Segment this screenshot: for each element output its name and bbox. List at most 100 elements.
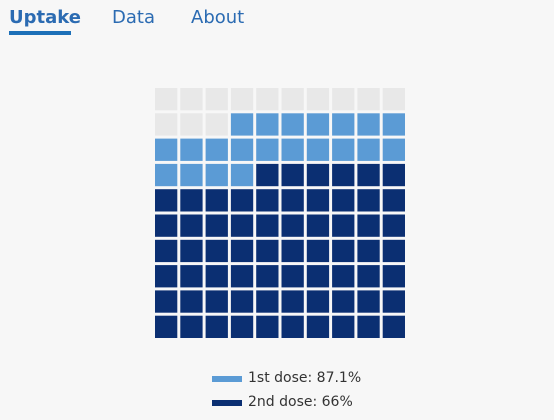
waffle-cell-second-dose <box>256 189 278 211</box>
waffle-cell-second-dose <box>206 265 228 287</box>
waffle-cell-second-dose <box>180 215 202 237</box>
legend-label-second-dose: 2nd dose: 66% <box>248 390 353 414</box>
waffle-cell-second-dose <box>256 215 278 237</box>
waffle-cell-second-dose <box>231 316 253 338</box>
waffle-cell-first-dose <box>282 113 304 135</box>
waffle-cell-second-dose <box>357 215 379 237</box>
waffle-cell-empty <box>231 88 253 110</box>
waffle-cell-second-dose <box>231 215 253 237</box>
waffle-cell-first-dose <box>332 139 354 161</box>
waffle-cell-second-dose <box>206 189 228 211</box>
legend-item-first-dose: 1st dose: 87.1% <box>212 366 432 390</box>
waffle-cell-second-dose <box>180 265 202 287</box>
waffle-cell-first-dose <box>307 113 329 135</box>
waffle-cell-second-dose <box>231 189 253 211</box>
waffle-cell-second-dose <box>206 316 228 338</box>
waffle-cell-first-dose <box>383 113 405 135</box>
waffle-cell-empty <box>155 113 177 135</box>
waffle-cell-second-dose <box>307 290 329 312</box>
waffle-cell-second-dose <box>231 265 253 287</box>
waffle-cell-second-dose <box>256 164 278 186</box>
legend-swatch-first-dose <box>212 376 242 382</box>
waffle-cell-second-dose <box>383 240 405 262</box>
waffle-cell-first-dose <box>180 139 202 161</box>
tab-uptake[interactable]: Uptake <box>9 5 81 31</box>
waffle-cell-second-dose <box>307 215 329 237</box>
waffle-cell-second-dose <box>206 215 228 237</box>
waffle-cell-second-dose <box>155 316 177 338</box>
waffle-cell-second-dose <box>282 316 304 338</box>
waffle-cell-second-dose <box>357 240 379 262</box>
waffle-cell-second-dose <box>332 215 354 237</box>
waffle-cell-first-dose <box>332 113 354 135</box>
waffle-chart <box>155 88 408 341</box>
tab-about[interactable]: About <box>191 5 244 31</box>
waffle-cell-second-dose <box>383 316 405 338</box>
tab-data[interactable]: Data <box>112 5 155 31</box>
chart-legend: 1st dose: 87.1% 2nd dose: 66% <box>212 366 432 414</box>
waffle-cell-second-dose <box>282 290 304 312</box>
waffle-cell-second-dose <box>282 240 304 262</box>
active-tab-indicator <box>9 31 71 35</box>
waffle-cell-empty <box>155 88 177 110</box>
waffle-cell-second-dose <box>307 240 329 262</box>
waffle-cell-second-dose <box>256 290 278 312</box>
waffle-cell-empty <box>206 113 228 135</box>
waffle-cell-first-dose <box>180 164 202 186</box>
legend-item-second-dose: 2nd dose: 66% <box>212 390 432 414</box>
waffle-cell-empty <box>383 88 405 110</box>
waffle-cell-first-dose <box>383 139 405 161</box>
waffle-cell-second-dose <box>155 265 177 287</box>
waffle-cell-empty <box>180 113 202 135</box>
waffle-cell-second-dose <box>332 290 354 312</box>
waffle-cell-second-dose <box>206 290 228 312</box>
waffle-cell-second-dose <box>357 164 379 186</box>
waffle-cell-second-dose <box>332 316 354 338</box>
waffle-cell-second-dose <box>155 240 177 262</box>
waffle-cell-second-dose <box>357 316 379 338</box>
waffle-cell-second-dose <box>256 265 278 287</box>
waffle-cell-second-dose <box>180 290 202 312</box>
waffle-cell-second-dose <box>180 240 202 262</box>
waffle-cell-empty <box>332 88 354 110</box>
waffle-cell-empty <box>256 88 278 110</box>
waffle-cell-empty <box>357 88 379 110</box>
waffle-cell-first-dose <box>155 139 177 161</box>
waffle-cell-first-dose <box>206 139 228 161</box>
waffle-cell-second-dose <box>180 316 202 338</box>
waffle-cell-second-dose <box>231 290 253 312</box>
waffle-cell-second-dose <box>332 265 354 287</box>
waffle-cell-second-dose <box>357 290 379 312</box>
waffle-cell-second-dose <box>332 240 354 262</box>
waffle-cell-second-dose <box>307 164 329 186</box>
waffle-cell-second-dose <box>307 265 329 287</box>
waffle-cell-second-dose <box>206 240 228 262</box>
legend-swatch-second-dose <box>212 400 242 406</box>
waffle-cell-first-dose <box>231 113 253 135</box>
waffle-cell-second-dose <box>256 240 278 262</box>
waffle-cell-second-dose <box>282 215 304 237</box>
waffle-cell-first-dose <box>256 113 278 135</box>
waffle-cell-second-dose <box>256 316 278 338</box>
waffle-cell-second-dose <box>383 189 405 211</box>
waffle-cell-first-dose <box>256 139 278 161</box>
waffle-cell-second-dose <box>383 265 405 287</box>
waffle-cell-second-dose <box>332 164 354 186</box>
waffle-cell-empty <box>282 88 304 110</box>
waffle-cell-empty <box>206 88 228 110</box>
waffle-cell-empty <box>307 88 329 110</box>
waffle-cell-second-dose <box>383 215 405 237</box>
waffle-cell-second-dose <box>383 164 405 186</box>
waffle-cell-first-dose <box>155 164 177 186</box>
waffle-cell-second-dose <box>155 215 177 237</box>
waffle-cell-second-dose <box>307 316 329 338</box>
tab-bar: Uptake Data About <box>0 0 554 40</box>
waffle-cell-first-dose <box>231 139 253 161</box>
waffle-cell-second-dose <box>282 189 304 211</box>
waffle-cell-second-dose <box>155 189 177 211</box>
waffle-cell-second-dose <box>307 189 329 211</box>
waffle-cell-first-dose <box>282 139 304 161</box>
waffle-cell-second-dose <box>231 240 253 262</box>
waffle-cell-second-dose <box>357 265 379 287</box>
waffle-cell-second-dose <box>155 290 177 312</box>
